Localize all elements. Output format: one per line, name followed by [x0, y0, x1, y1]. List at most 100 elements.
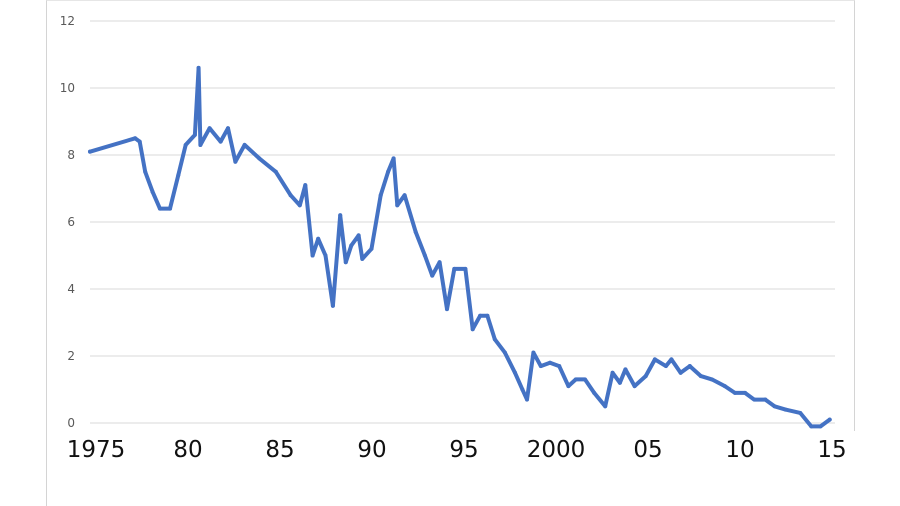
data-point: [413, 230, 418, 235]
data-point: [525, 397, 529, 402]
data-point: [698, 374, 703, 379]
data-point: [520, 387, 525, 392]
data-point: [402, 193, 407, 198]
data-point: [582, 377, 587, 382]
data-point: [207, 126, 212, 131]
data-point: [623, 367, 628, 372]
data-point: [643, 374, 648, 379]
data-point: [632, 384, 637, 389]
data-point: [168, 206, 173, 211]
data-point: [183, 142, 188, 147]
data-point: [687, 364, 692, 369]
data-point: [273, 169, 278, 174]
data-point: [669, 357, 674, 362]
data-point: [323, 253, 328, 258]
data-point: [709, 377, 714, 382]
data-point: [133, 136, 138, 141]
data-point: [678, 370, 683, 375]
data-point: [378, 193, 383, 198]
data-point: [557, 364, 562, 369]
y-tick-label: 2: [67, 349, 75, 363]
data-point: [143, 169, 148, 174]
data-point: [743, 390, 748, 395]
data-point: [502, 350, 507, 355]
data-point: [603, 404, 608, 409]
data-point: [226, 126, 230, 131]
data-point: [809, 424, 814, 429]
series-line: [88, 65, 832, 429]
data-point: [772, 404, 777, 409]
data-point: [548, 360, 552, 365]
y-tick-label: 8: [67, 148, 75, 162]
y-tick-label: 6: [67, 215, 75, 229]
data-point: [157, 206, 162, 211]
data-point: [176, 173, 181, 178]
data-point: [485, 313, 490, 318]
chart-frame-edge: [46, 430, 47, 506]
gridlines: [90, 20, 835, 424]
data-point: [663, 364, 668, 369]
data-point: [783, 407, 788, 412]
data-point: [513, 370, 518, 375]
x-tick-label: 10: [725, 437, 754, 463]
data-point: [218, 139, 223, 144]
data-point: [827, 417, 832, 422]
data-point: [303, 183, 308, 188]
data-point: [338, 213, 343, 218]
data-point: [430, 273, 435, 278]
data-point: [395, 203, 400, 208]
data-point: [257, 156, 262, 161]
x-tick-label: 05: [633, 437, 662, 463]
data-point: [652, 357, 657, 362]
data-point: [369, 246, 374, 251]
data-point: [566, 384, 571, 389]
data-point: [198, 142, 203, 147]
data-point: [470, 327, 475, 332]
data-point: [386, 169, 391, 174]
data-point: [617, 380, 622, 385]
x-axis-ticks: 1975 80 85 90 95 2000 05 10 15: [67, 437, 847, 463]
data-point: [242, 142, 247, 147]
data-point: [478, 313, 483, 318]
data-point: [356, 233, 361, 238]
x-tick-label: 15: [817, 437, 846, 463]
data-point: [192, 132, 197, 137]
data-point: [752, 397, 757, 402]
x-tick-label: 1975: [67, 437, 126, 463]
data-point: [88, 149, 92, 154]
data-point: [444, 307, 449, 312]
data-point: [316, 236, 321, 241]
series-group: [88, 65, 832, 429]
data-point: [592, 390, 597, 395]
y-tick-label: 10: [60, 81, 75, 95]
y-axis-ticks: 0 2 4 6 8 10 12: [60, 14, 75, 430]
data-point: [463, 266, 468, 271]
x-tick-label: 80: [173, 437, 202, 463]
y-tick-label: 0: [67, 416, 75, 430]
data-point: [722, 384, 727, 389]
chart-frame: [46, 0, 855, 431]
y-tick-label: 4: [67, 282, 75, 296]
data-point: [437, 260, 442, 265]
data-point: [150, 189, 155, 194]
data-point: [492, 337, 497, 342]
y-tick-label: 12: [60, 14, 75, 28]
data-point: [137, 139, 142, 144]
data-point: [732, 390, 737, 395]
x-tick-label: 2000: [527, 437, 586, 463]
x-tick-label: 85: [265, 437, 294, 463]
data-point: [422, 253, 427, 258]
data-point: [763, 397, 768, 402]
data-point: [798, 410, 803, 415]
data-point: [538, 364, 543, 369]
data-point: [233, 159, 238, 164]
data-point: [610, 370, 615, 375]
data-point: [452, 266, 457, 271]
data-point: [391, 156, 396, 161]
data-point: [310, 253, 315, 258]
data-point: [297, 203, 302, 208]
data-point: [818, 424, 823, 429]
x-tick-label: 90: [357, 437, 386, 463]
data-point: [573, 377, 578, 382]
